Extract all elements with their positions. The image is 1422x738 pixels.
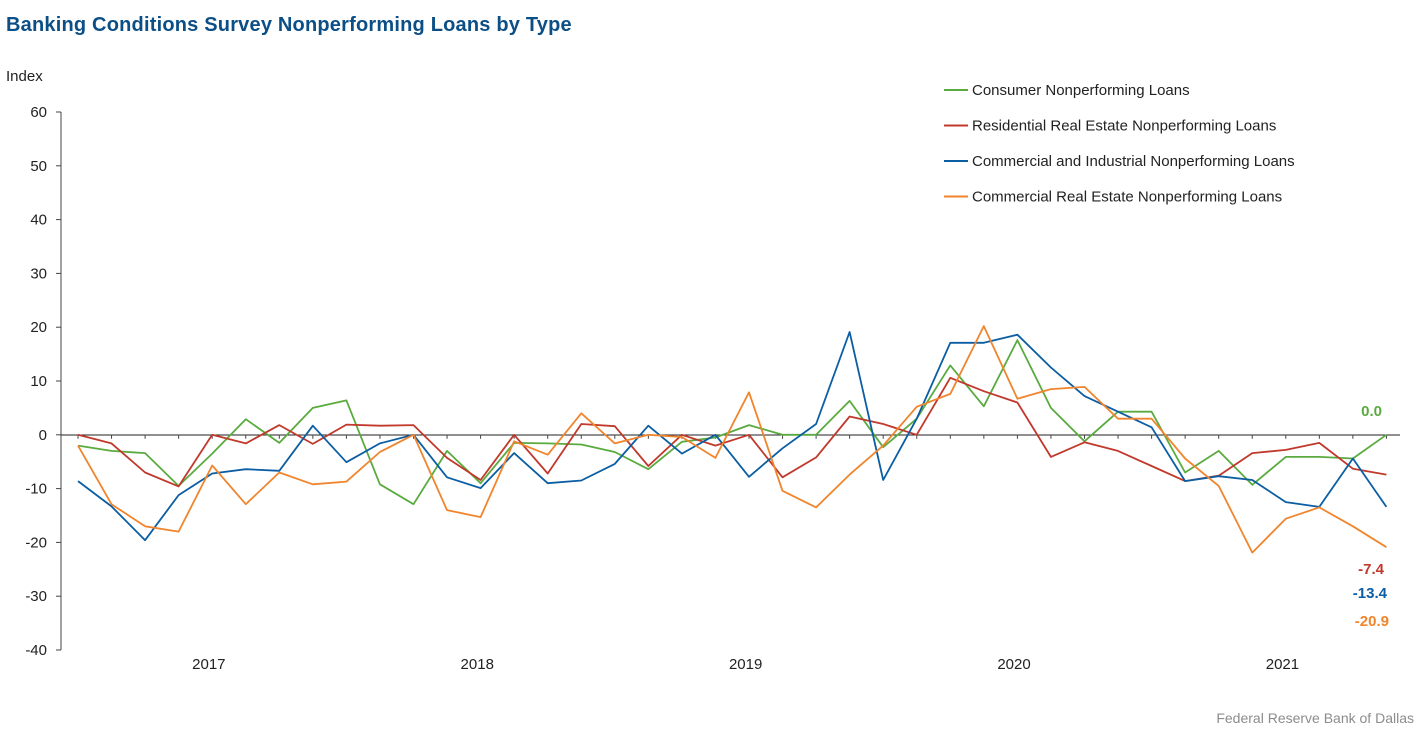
y-tick-label: 40 bbox=[30, 212, 47, 229]
end-value-label: -13.4 bbox=[1353, 585, 1388, 602]
end-value-label: -7.4 bbox=[1358, 561, 1385, 578]
y-ticks: 60 50 40 30 20 10 0 -10 -20 -30 -40 bbox=[25, 104, 61, 659]
x-year-label: 2019 bbox=[729, 656, 762, 673]
x-year-label: 2020 bbox=[997, 656, 1030, 673]
y-axis-title: Index bbox=[6, 68, 43, 85]
y-tick-label: 60 bbox=[30, 104, 47, 121]
legend-label: Residential Real Estate Nonperforming Lo… bbox=[972, 118, 1276, 135]
series-line-1 bbox=[77, 376, 1387, 488]
y-tick-label: 20 bbox=[30, 319, 47, 336]
series-lines bbox=[77, 325, 1388, 554]
y-tick-label: -40 bbox=[25, 642, 47, 659]
y-tick-label: 50 bbox=[30, 158, 47, 175]
end-value-label: 0.0 bbox=[1361, 403, 1382, 420]
chart-title: Banking Conditions Survey Nonperforming … bbox=[6, 14, 572, 36]
x-year-label: 2021 bbox=[1266, 656, 1299, 673]
y-tick-label: -20 bbox=[25, 534, 47, 551]
x-year-label: 2018 bbox=[461, 656, 494, 673]
legend-label: Commercial and Industrial Nonperforming … bbox=[972, 153, 1295, 170]
end-value-label: -20.9 bbox=[1355, 613, 1389, 630]
series-line-0 bbox=[77, 339, 1387, 506]
y-tick-label: 0 bbox=[39, 427, 47, 444]
x-year-label: 2017 bbox=[192, 656, 225, 673]
series-line-2 bbox=[77, 331, 1388, 542]
series-line-3 bbox=[77, 325, 1387, 554]
y-tick-label: 30 bbox=[30, 265, 47, 282]
source-note: Federal Reserve Bank of Dallas bbox=[1216, 710, 1414, 726]
legend-label: Consumer Nonperforming Loans bbox=[972, 82, 1190, 99]
y-tick-label: -30 bbox=[25, 588, 47, 605]
y-tick-label: 10 bbox=[30, 373, 47, 390]
end-labels: 0.0 -7.4 -13.4 -20.9 bbox=[1353, 403, 1389, 630]
y-tick-label: -10 bbox=[25, 481, 47, 498]
legend: Consumer Nonperforming Loans Residential … bbox=[944, 82, 1295, 206]
legend-label: Commercial Real Estate Nonperforming Loa… bbox=[972, 189, 1282, 206]
x-ticks: 2017 2018 2019 2020 2021 bbox=[77, 434, 1387, 673]
